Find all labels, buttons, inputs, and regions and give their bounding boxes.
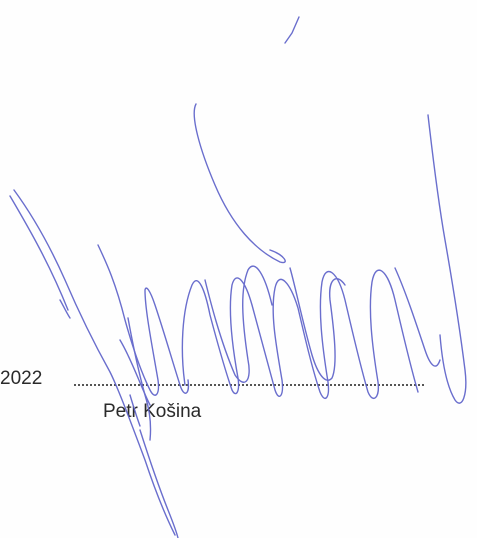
signature-date: 2022 [0, 368, 43, 389]
signer-name: Petr Košina [103, 401, 202, 422]
signature-dotted-line [74, 384, 424, 386]
